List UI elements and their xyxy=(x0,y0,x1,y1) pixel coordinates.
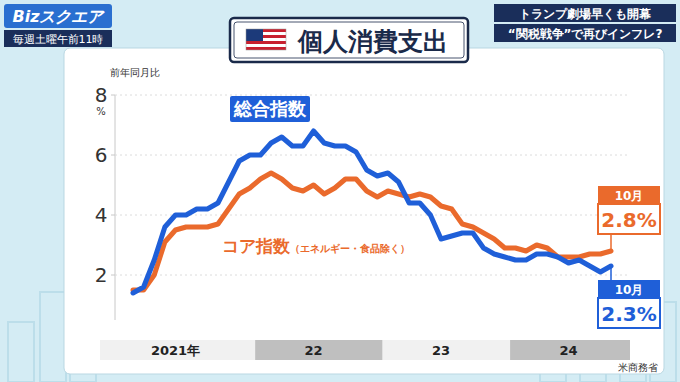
building xyxy=(8,322,34,382)
building xyxy=(40,292,66,382)
y-axis-line xyxy=(115,95,116,320)
year-band xyxy=(510,340,630,360)
flag-border xyxy=(246,29,286,50)
grid-line xyxy=(115,155,630,156)
y-axis-label: 前年同月比 xyxy=(110,67,160,78)
x-tick-label: 24 xyxy=(559,343,577,358)
y-tick-label: 2 xyxy=(95,263,108,287)
callout-month: 10月 xyxy=(615,189,644,203)
series-label: 総合指数 xyxy=(233,98,307,119)
grid-line xyxy=(115,275,630,276)
y-tick xyxy=(111,215,115,216)
callout-connector xyxy=(610,234,612,251)
series-label-box xyxy=(230,96,310,122)
callout-header xyxy=(598,280,660,298)
logo-box xyxy=(4,4,112,28)
callout-header xyxy=(598,186,660,204)
y-tick xyxy=(111,155,115,156)
x-tick-label: 2021年 xyxy=(151,343,200,358)
y-unit: % xyxy=(96,106,106,117)
y-tick-label: 4 xyxy=(95,203,108,227)
headline: “関税戦争”で再びインフレ? xyxy=(508,27,663,41)
headline-box xyxy=(494,24,676,42)
background xyxy=(0,0,680,382)
series-line xyxy=(133,131,611,293)
callout-connector xyxy=(610,266,612,280)
source: 米商務省 xyxy=(618,362,658,373)
callout-box xyxy=(598,298,660,328)
series-label: コア指数 xyxy=(222,236,291,256)
grid-line xyxy=(115,95,630,96)
lines xyxy=(133,131,611,293)
x-tick-label: 23 xyxy=(432,343,450,358)
flag-stripe xyxy=(246,44,286,47)
y-tick xyxy=(111,95,115,96)
year-band xyxy=(383,340,510,360)
schedule: 毎週土曜午前11時 xyxy=(13,33,104,46)
data-label: 2.8% xyxy=(601,208,656,232)
us-flag xyxy=(246,29,286,50)
title-box xyxy=(230,18,468,62)
series-label-group: コア指数（エネルギー・食品除く） xyxy=(222,236,410,256)
year-band xyxy=(100,340,255,360)
y-tick xyxy=(111,275,115,276)
title-inner xyxy=(234,22,464,58)
grid-line xyxy=(115,215,630,216)
data-label: 2.3% xyxy=(601,302,656,326)
callout-month: 10月 xyxy=(615,283,644,297)
chart-title: 個人消費支出 xyxy=(297,27,448,56)
chart-panel xyxy=(64,48,664,374)
flag-stripe xyxy=(246,47,286,50)
x-tick-label: 22 xyxy=(305,343,323,358)
callout-box xyxy=(598,204,660,234)
schedule-box xyxy=(4,30,112,47)
headline: トランプ劇場早くも開幕 xyxy=(519,7,652,21)
flag-canton xyxy=(246,29,263,41)
flag-stripe xyxy=(246,41,286,44)
page: Bizスクエア毎週土曜午前11時 トランプ劇場早くも開幕 “関税戦争”で再びインフレ… xyxy=(0,0,680,382)
series-line xyxy=(133,173,611,290)
series-note: （エネルギー・食品除く） xyxy=(290,243,410,255)
y-tick-label: 8 xyxy=(95,83,108,107)
logo: Bizスクエア xyxy=(13,7,106,26)
year-band xyxy=(255,340,382,360)
y-tick-label: 6 xyxy=(95,143,108,167)
headline-box xyxy=(494,4,676,22)
